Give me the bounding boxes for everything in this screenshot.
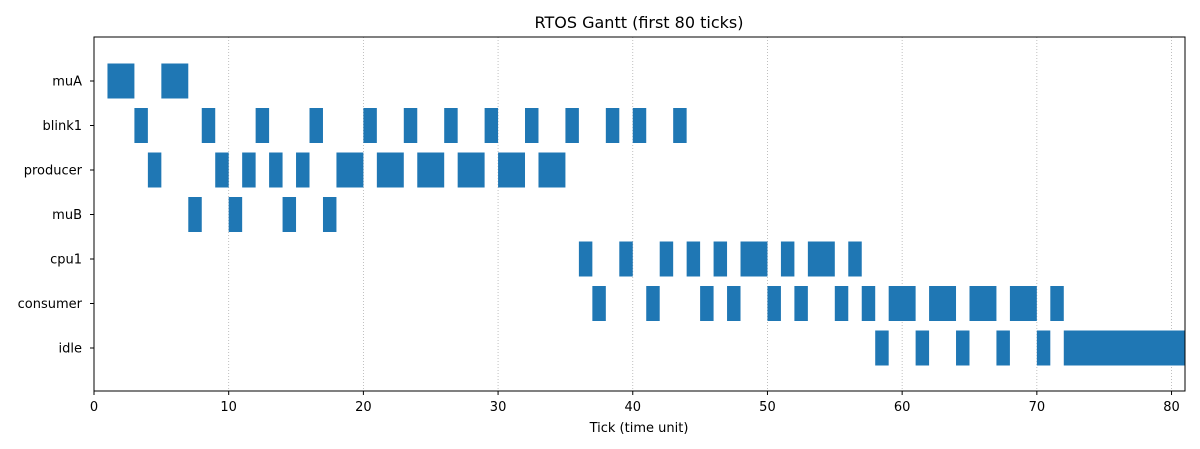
y-tick-label: muB — [52, 208, 82, 223]
x-tick-label: 70 — [1029, 400, 1046, 415]
bar-producer — [242, 152, 256, 188]
x-tick-label: 60 — [894, 400, 911, 415]
bar-muB — [282, 197, 297, 232]
bar-producer — [147, 152, 162, 188]
bar-idle — [956, 330, 970, 366]
bar-cpu1 — [578, 241, 593, 277]
x-tick-label: 80 — [1163, 400, 1180, 415]
bar-blink1 — [484, 108, 499, 143]
bar-idle — [996, 330, 1010, 366]
bar-producer — [417, 152, 445, 188]
x-tick-label: 10 — [220, 400, 237, 415]
bar-consumer — [646, 286, 660, 321]
task-bars — [107, 63, 1185, 366]
bar-cpu1 — [740, 241, 768, 277]
bar-producer — [215, 152, 229, 188]
bar-blink1 — [309, 108, 323, 143]
x-axis-label: Tick (time unit) — [589, 421, 689, 436]
chart-title: RTOS Gantt (first 80 ticks) — [535, 13, 744, 32]
bar-blink1 — [444, 108, 458, 143]
y-tick-label: blink1 — [42, 119, 82, 134]
bar-producer — [538, 152, 566, 188]
bar-cpu1 — [848, 241, 862, 277]
bar-consumer — [727, 286, 741, 321]
bar-idle — [1063, 330, 1185, 366]
bar-consumer — [700, 286, 714, 321]
bar-muB — [188, 197, 202, 232]
bar-cpu1 — [659, 241, 674, 277]
bar-consumer — [861, 286, 876, 321]
bar-producer — [336, 152, 364, 188]
x-tick-label: 50 — [759, 400, 776, 415]
bar-consumer — [969, 286, 997, 321]
bar-blink1 — [605, 108, 620, 143]
bar-blink1 — [673, 108, 687, 143]
bar-cpu1 — [686, 241, 701, 277]
bar-cpu1 — [713, 241, 728, 277]
bar-consumer — [834, 286, 849, 321]
bar-producer — [498, 152, 526, 188]
bar-idle — [915, 330, 930, 366]
bar-blink1 — [201, 108, 216, 143]
bar-muB — [228, 197, 243, 232]
y-tick-label: muA — [52, 75, 82, 90]
bar-producer — [269, 152, 283, 188]
bar-consumer — [592, 286, 606, 321]
bar-blink1 — [632, 108, 647, 143]
bar-idle — [875, 330, 889, 366]
bar-cpu1 — [780, 241, 795, 277]
bar-blink1 — [525, 108, 539, 143]
y-tick-label: cpu1 — [50, 253, 82, 268]
bar-muA — [107, 63, 135, 99]
y-axis-ticks: muA blink1 producer muB cpu1 consumer idle — [18, 75, 94, 357]
x-tick-label: 30 — [490, 400, 507, 415]
bar-cpu1 — [619, 241, 633, 277]
bar-muA — [161, 63, 189, 99]
y-tick-label: consumer — [18, 297, 83, 312]
bar-blink1 — [255, 108, 270, 143]
y-tick-label: producer — [24, 164, 83, 179]
bar-producer — [457, 152, 485, 188]
bar-consumer — [1009, 286, 1037, 321]
y-tick-label: idle — [59, 342, 82, 357]
bar-muB — [322, 197, 337, 232]
bar-blink1 — [565, 108, 579, 143]
bar-producer — [376, 152, 404, 188]
bar-blink1 — [403, 108, 418, 143]
x-tick-label: 20 — [355, 400, 372, 415]
bar-consumer — [794, 286, 808, 321]
bar-blink1 — [363, 108, 377, 143]
bar-consumer — [767, 286, 781, 321]
bar-consumer — [1050, 286, 1064, 321]
bar-consumer — [929, 286, 957, 321]
bar-blink1 — [134, 108, 148, 143]
bar-producer — [296, 152, 310, 188]
bar-idle — [1036, 330, 1051, 366]
x-tick-label: 40 — [624, 400, 641, 415]
bar-cpu1 — [807, 241, 835, 277]
bar-consumer — [888, 286, 916, 321]
x-axis-ticks: 0 10 20 30 40 50 60 70 80 — [90, 391, 1180, 415]
x-grid — [228, 37, 1172, 391]
x-tick-label: 0 — [90, 400, 98, 415]
plot-frame — [93, 36, 1186, 392]
